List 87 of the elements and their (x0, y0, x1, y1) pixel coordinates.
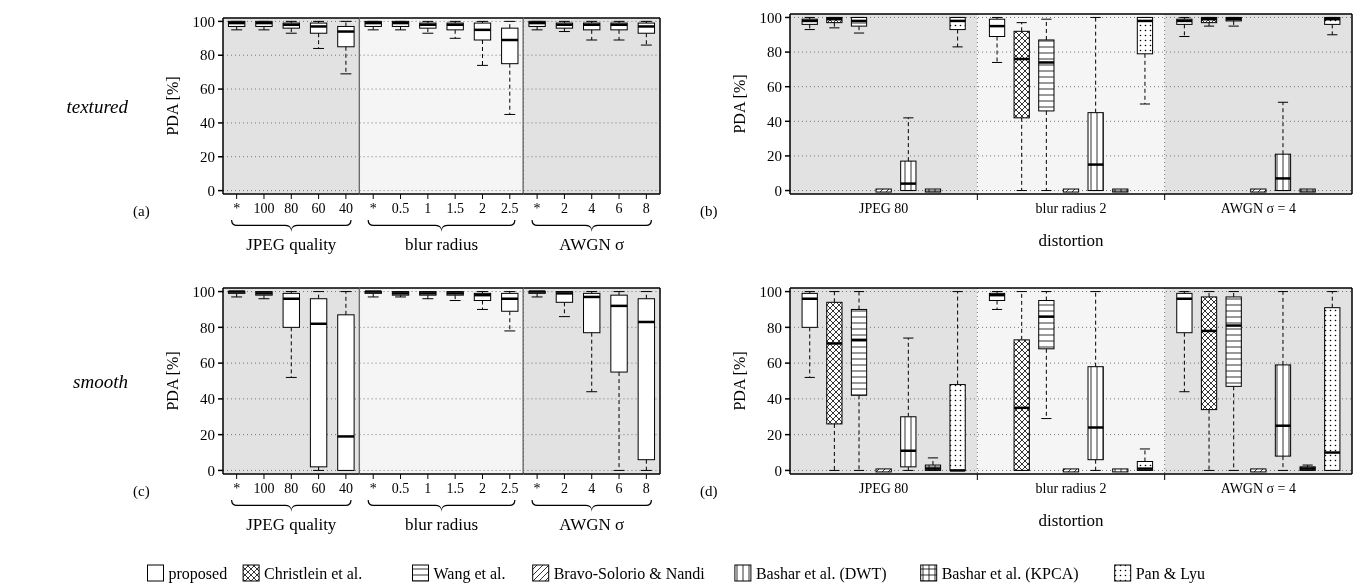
x-tick-label: 2 (560, 201, 568, 216)
y-tick-label: 20 (200, 426, 215, 443)
x-axis-title: distortion (1038, 511, 1105, 530)
y-tick-label: 40 (767, 113, 782, 130)
x-tick-label: 8 (642, 481, 650, 496)
legend-label: Bashar et al. (KPCA) (941, 564, 1079, 583)
x-tick-label: JPEG 80 (858, 201, 909, 216)
text: (d) (700, 483, 718, 500)
y-tick-label: 60 (767, 355, 782, 372)
legend-label: Bravo-Solorio & Nandi (553, 564, 706, 582)
y-tick-label: 80 (200, 47, 215, 64)
text: (b) (700, 203, 718, 220)
x-tick-label: 80 (284, 201, 299, 216)
x-tick-label: 2.5 (501, 481, 519, 496)
y-tick-label: 60 (200, 81, 215, 98)
y-tick-label: 0 (774, 462, 782, 479)
x-tick-label: 60 (311, 201, 326, 216)
y-tick-label: 80 (767, 44, 782, 61)
y-tick-label: 40 (200, 391, 215, 408)
x-tick-label: 100 (253, 481, 275, 496)
x-tick-label: 6 (615, 481, 623, 496)
x-axis-title: JPEG quality (246, 235, 337, 254)
y-tick-label: 20 (767, 148, 782, 165)
legend-label: Wang et al. (433, 564, 506, 583)
legend-label: Pan & Lyu (1135, 564, 1206, 583)
y-tick-label: 100 (759, 283, 782, 300)
text: (a) (133, 203, 150, 220)
y-tick-label: 100 (759, 9, 782, 26)
y-tick-label: 20 (767, 426, 782, 443)
y-axis-title: PDA [%] (164, 351, 181, 411)
x-axis-title: AWGN σ (559, 515, 625, 534)
x-tick-label: 1 (424, 481, 432, 496)
x-tick-label: 40 (338, 201, 353, 216)
y-tick-label: 80 (200, 319, 215, 336)
text: textured (66, 95, 129, 117)
x-tick-label: JPEG 80 (858, 481, 909, 496)
x-tick-label: 0.5 (391, 481, 410, 496)
y-axis-title: PDA [%] (731, 74, 748, 134)
x-tick-label: 2.5 (501, 201, 519, 216)
x-axis-title: JPEG quality (246, 515, 337, 534)
x-tick-label: 2 (478, 201, 486, 216)
x-tick-label: 6 (615, 201, 623, 216)
x-tick-label: * (233, 481, 241, 496)
y-tick-label: 100 (192, 13, 215, 30)
y-tick-label: 60 (767, 78, 782, 95)
x-tick-label: * (533, 201, 541, 216)
legend-label: Bashar et al. (DWT) (755, 564, 887, 583)
x-tick-label: 60 (311, 481, 326, 496)
x-tick-label: 80 (284, 481, 299, 496)
x-tick-label: 8 (642, 201, 650, 216)
x-tick-label: * (233, 201, 241, 216)
x-tick-label: blur radius 2 (1035, 201, 1107, 216)
y-axis-title: PDA [%] (731, 351, 748, 411)
x-tick-label: * (533, 481, 541, 496)
legend-label: proposed (168, 564, 228, 583)
x-tick-label: AWGN σ = 4 (1220, 481, 1297, 496)
x-tick-label: * (369, 201, 377, 216)
x-tick-label: 100 (253, 201, 275, 216)
x-axis-title: AWGN σ (559, 235, 625, 254)
y-tick-label: 0 (774, 182, 782, 199)
legend-label: Christlein et al. (264, 564, 363, 582)
x-tick-label: 4 (588, 481, 596, 496)
y-tick-label: 80 (767, 319, 782, 336)
y-tick-label: 100 (192, 283, 215, 300)
y-axis-title: PDA [%] (164, 76, 181, 136)
x-tick-label: 2 (478, 481, 486, 496)
y-tick-label: 0 (207, 462, 215, 479)
x-tick-label: 0.5 (391, 201, 410, 216)
x-tick-label: * (369, 481, 377, 496)
y-tick-label: 20 (200, 149, 215, 166)
text: smooth (73, 370, 128, 392)
text: (c) (133, 483, 150, 500)
x-tick-label: 40 (338, 481, 353, 496)
y-tick-label: 40 (767, 391, 782, 408)
x-tick-label: blur radius 2 (1035, 481, 1107, 496)
x-tick-label: 4 (588, 201, 596, 216)
x-tick-label: AWGN σ = 4 (1220, 201, 1297, 216)
x-tick-label: 1.5 (446, 201, 464, 216)
x-tick-label: 1.5 (446, 481, 464, 496)
x-axis-title: distortion (1038, 231, 1105, 250)
x-tick-label: 2 (560, 481, 568, 496)
x-tick-label: 1 (424, 201, 432, 216)
x-axis-title: blur radius (404, 515, 479, 534)
y-tick-label: 0 (207, 182, 215, 199)
x-axis-title: blur radius (404, 235, 479, 254)
y-tick-label: 40 (200, 115, 215, 132)
y-tick-label: 60 (200, 355, 215, 372)
